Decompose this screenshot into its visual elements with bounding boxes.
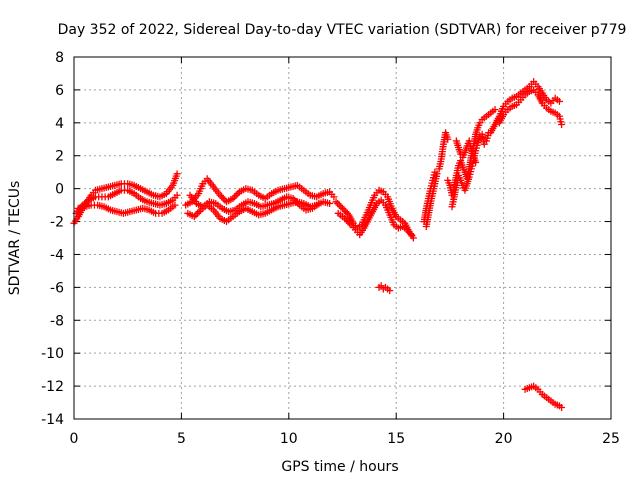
data-point bbox=[218, 193, 226, 201]
data-point bbox=[229, 195, 237, 203]
data-point bbox=[337, 203, 345, 211]
data-point bbox=[339, 204, 346, 212]
x-tick-label: 20 bbox=[495, 431, 513, 447]
data-point bbox=[315, 199, 323, 207]
y-tick-label: 6 bbox=[55, 83, 64, 99]
x-tick-label: 15 bbox=[387, 431, 405, 447]
data-point bbox=[292, 198, 300, 206]
data-point bbox=[291, 196, 299, 204]
data-point bbox=[558, 120, 566, 128]
data-markers bbox=[70, 78, 566, 411]
data-point bbox=[173, 191, 181, 199]
x-tick-label: 0 bbox=[70, 431, 79, 447]
data-point bbox=[343, 209, 351, 217]
data-point bbox=[231, 193, 239, 201]
data-point bbox=[326, 199, 334, 207]
x-axis-label: GPS time / hours bbox=[281, 459, 398, 475]
x-tick-label: 5 bbox=[177, 431, 186, 447]
data-point bbox=[332, 198, 340, 206]
data-point bbox=[294, 199, 302, 207]
y-tick-label: -10 bbox=[41, 346, 64, 362]
data-point bbox=[334, 199, 342, 207]
data-point bbox=[190, 213, 198, 221]
x-tick-label: 10 bbox=[280, 431, 298, 447]
data-point bbox=[171, 201, 179, 209]
data-point bbox=[195, 208, 203, 216]
x-tick-label: 25 bbox=[602, 431, 620, 447]
axis-ticks bbox=[73, 56, 612, 420]
y-tick-label: -8 bbox=[50, 313, 64, 329]
chart-title: Day 352 of 2022, Sidereal Day-to-day VTE… bbox=[58, 22, 627, 38]
data-point bbox=[344, 218, 352, 226]
data-point bbox=[289, 195, 297, 203]
data-point bbox=[472, 158, 480, 166]
data-point bbox=[444, 135, 452, 143]
y-tick-label: 0 bbox=[55, 182, 64, 198]
data-point bbox=[555, 97, 563, 105]
data-point bbox=[173, 170, 181, 178]
data-point bbox=[345, 219, 353, 227]
y-tick-label: -12 bbox=[41, 379, 64, 395]
y-axis-label: SDTVAR / TECUs bbox=[7, 181, 23, 296]
data-point bbox=[216, 191, 224, 199]
data-point bbox=[232, 191, 240, 199]
data-point bbox=[194, 209, 202, 217]
data-point bbox=[330, 193, 338, 201]
data-point bbox=[407, 231, 415, 239]
data-point bbox=[431, 168, 439, 176]
y-tick-label: 4 bbox=[55, 116, 64, 132]
y-tick-label: -6 bbox=[50, 280, 64, 296]
data-point bbox=[219, 195, 227, 203]
data-point bbox=[342, 216, 350, 224]
data-point bbox=[192, 211, 200, 219]
data-point bbox=[386, 287, 394, 295]
data-point bbox=[340, 206, 348, 214]
y-tick-label: -4 bbox=[50, 247, 64, 263]
y-tick-label: 8 bbox=[55, 50, 64, 66]
y-tick-label: -2 bbox=[50, 215, 64, 231]
y-tick-label: 2 bbox=[55, 149, 64, 165]
data-point bbox=[342, 208, 350, 216]
data-point bbox=[335, 201, 343, 209]
tick-labels: 0 5 10 15 20 25 -14 -12 -10 -8 -6 -4 -2 0 2 4 6 8 bbox=[41, 50, 620, 447]
plot-frame bbox=[73, 56, 612, 420]
y-tick-label: -14 bbox=[41, 412, 64, 428]
data-point bbox=[341, 214, 349, 222]
data-point bbox=[234, 190, 242, 198]
grid bbox=[74, 57, 611, 419]
data-point bbox=[491, 106, 499, 114]
data-point bbox=[558, 403, 566, 411]
